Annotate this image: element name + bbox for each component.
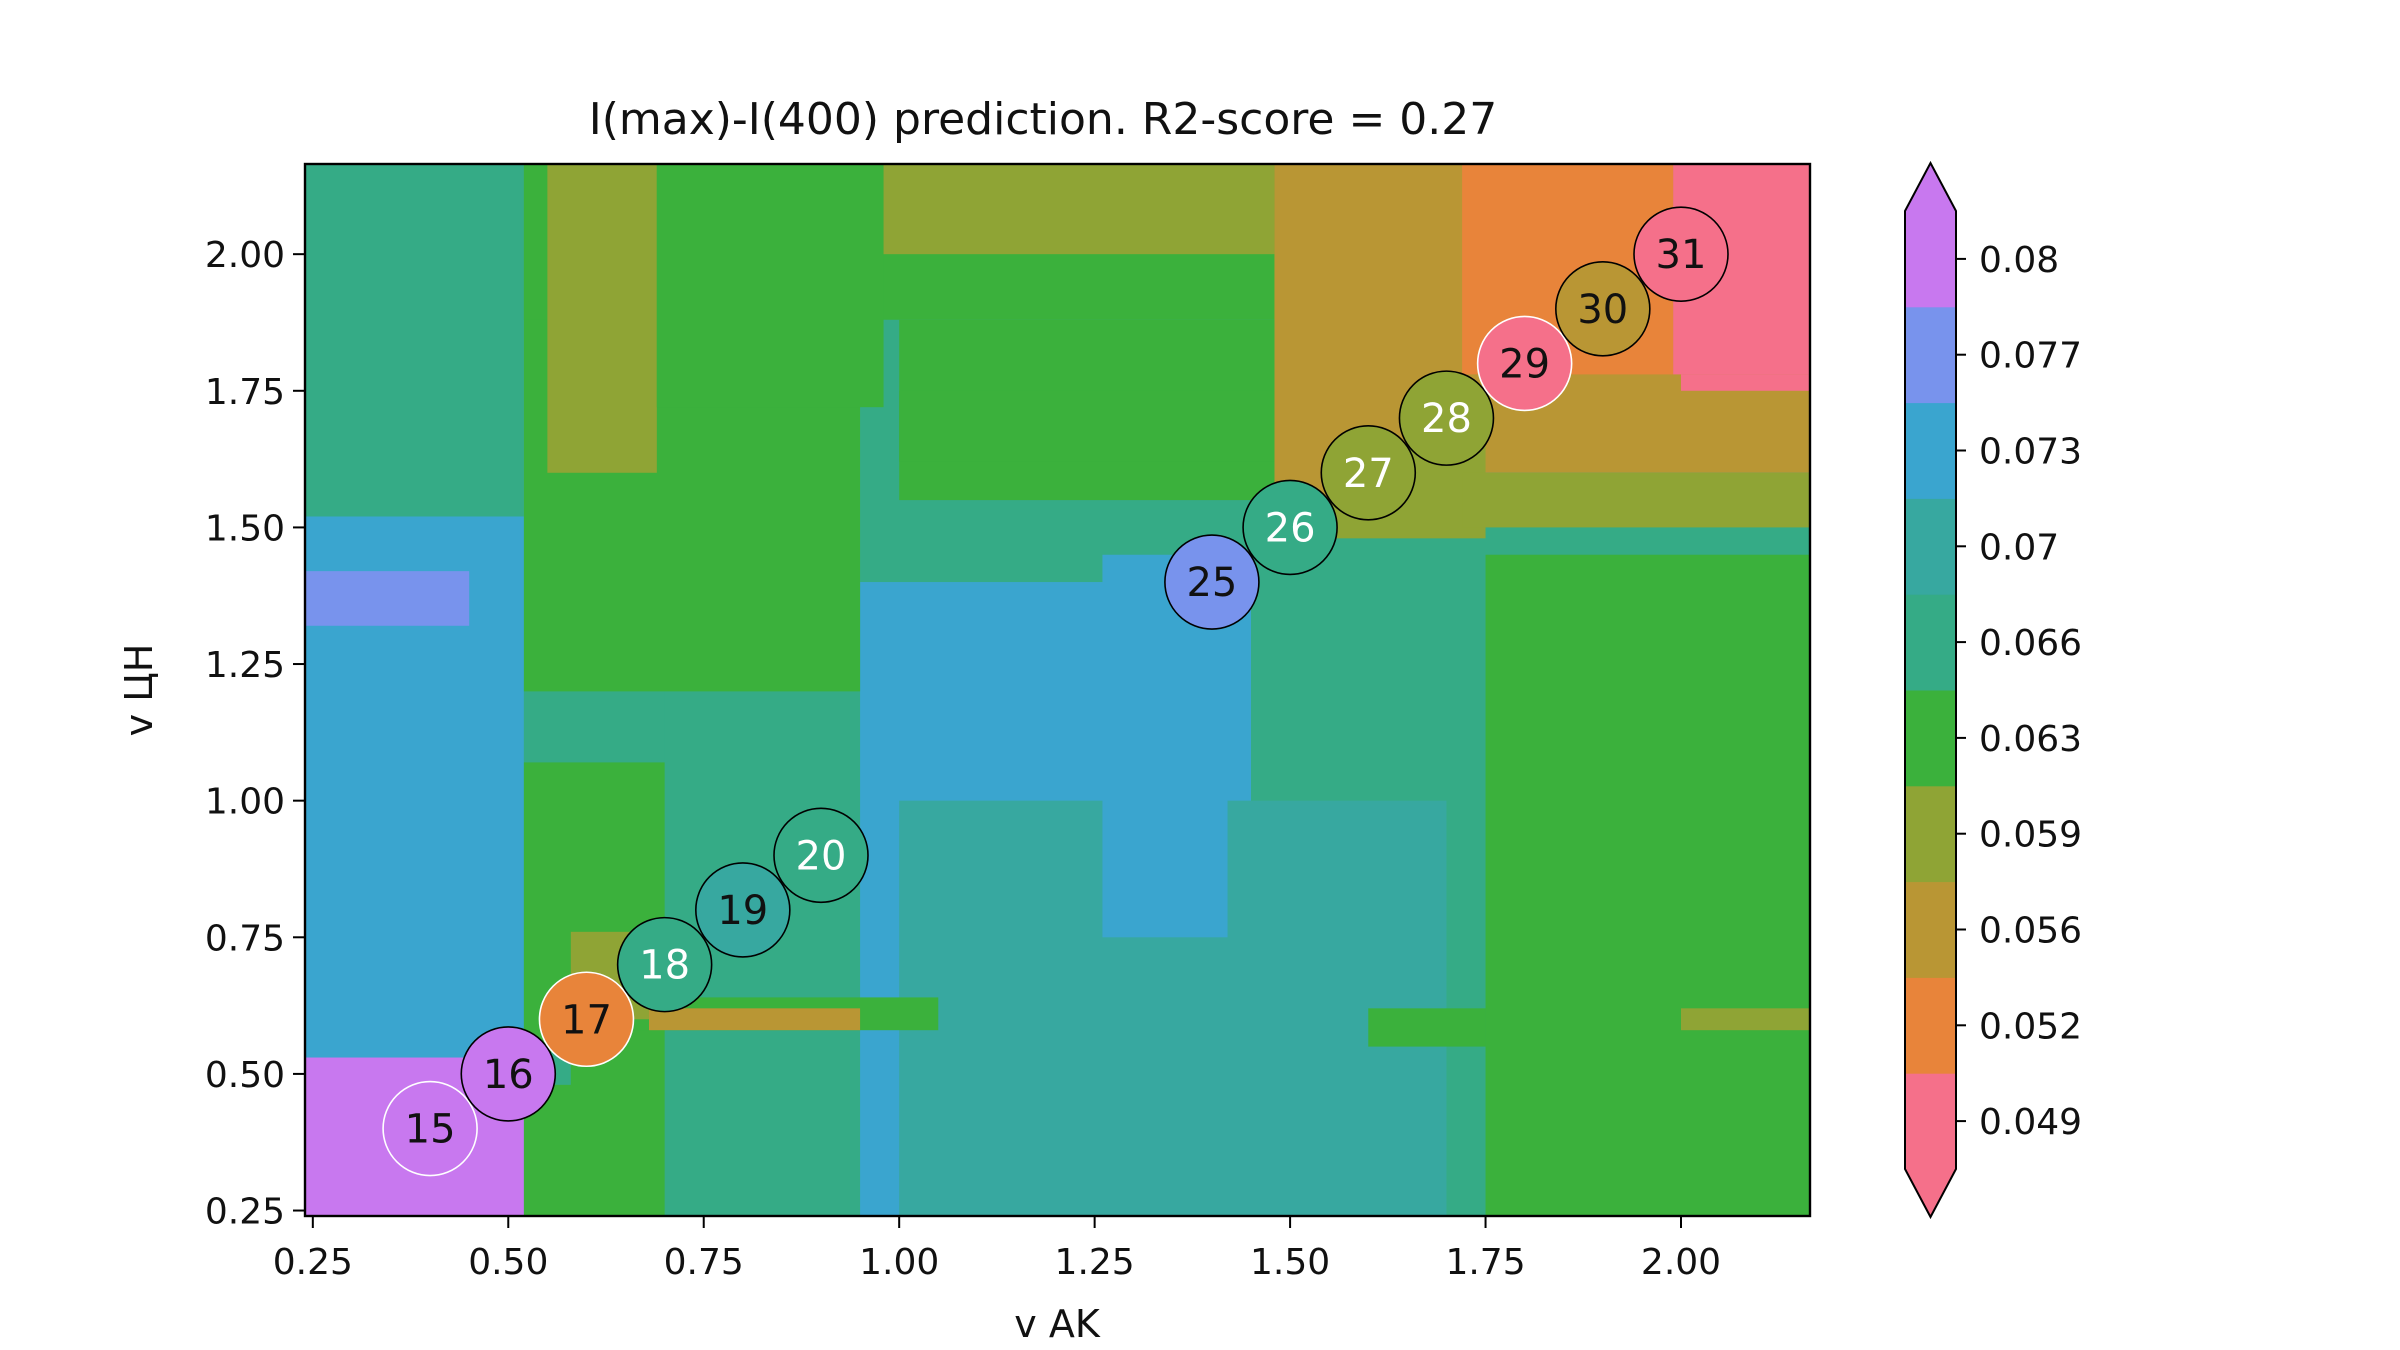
- y-tick-label: 1.00: [205, 782, 285, 823]
- y-axis-label: v ЦН: [117, 644, 161, 737]
- colorbar-tick-label: 0.07: [1979, 527, 2059, 568]
- sample-point-label: 31: [1656, 232, 1707, 278]
- contour-region: [649, 1008, 861, 1031]
- colorbar-segment: [1905, 690, 1956, 787]
- y-tick-label: 0.75: [205, 918, 285, 959]
- plot-frame: [303, 162, 1812, 1218]
- colorbar-tick-label: 0.066: [1979, 623, 2082, 664]
- colorbar-outline: [1904, 160, 1957, 1220]
- colorbar-tick-label: 0.049: [1979, 1102, 2082, 1143]
- contour-region: [656, 164, 884, 408]
- x-tick-label: 2.00: [1641, 1242, 1721, 1283]
- colorbar-tick-label: 0.063: [1979, 719, 2082, 760]
- colorbar-segment: [1905, 881, 1956, 978]
- sample-point: 18: [616, 916, 713, 1013]
- sample-point-label: 18: [639, 943, 690, 989]
- sample-point: 26: [1242, 479, 1338, 576]
- sample-point-label: 25: [1186, 560, 1237, 606]
- colorbar-segment: [1905, 498, 1956, 595]
- contour-region: [1485, 554, 1810, 1216]
- x-axis: 0.25 0.50 0.75 1.00 1.25 1.50 1.75 2.00: [273, 1216, 1721, 1283]
- y-tick-label: 2.00: [205, 235, 285, 276]
- x-tick-label: 0.50: [468, 1242, 548, 1283]
- sample-point: 28: [1398, 370, 1495, 466]
- y-tick-label: 1.50: [205, 508, 285, 549]
- colorbar-tick-label: 0.056: [1979, 911, 2082, 952]
- sample-point-label: 30: [1577, 287, 1628, 333]
- contour-region: [899, 390, 1275, 462]
- sample-point-label: 20: [796, 833, 847, 879]
- x-tick-label: 1.00: [859, 1242, 939, 1283]
- sample-point: 17: [538, 971, 635, 1068]
- contour-region: [1681, 1008, 1810, 1031]
- sample-point: 19: [695, 862, 791, 958]
- sample-point-marker: [1242, 479, 1338, 576]
- colorbar-segment: [1905, 402, 1956, 499]
- sample-point-marker: [538, 971, 635, 1068]
- colorbar-tick-label: 0.08: [1979, 240, 2059, 281]
- x-tick-label: 1.50: [1250, 1242, 1330, 1283]
- y-axis: 0.25 0.50 0.75 1.00 1.25 1.50 1.75 2.00: [205, 235, 305, 1233]
- sample-point-marker: [1633, 206, 1729, 302]
- sample-point-marker: [1476, 315, 1573, 412]
- colorbar-segment: [1905, 1073, 1956, 1170]
- colorbar-segment: [1905, 211, 1956, 308]
- contour-region: [547, 164, 657, 473]
- colorbar-extend-max: [1905, 163, 1956, 211]
- sample-point-marker: [1164, 534, 1260, 630]
- sample-point-marker: [773, 807, 869, 904]
- x-tick-label: 1.25: [1055, 1242, 1135, 1283]
- x-axis-label: v AK: [1014, 1302, 1101, 1346]
- sample-point: 29: [1476, 315, 1573, 412]
- sample-point: 27: [1320, 424, 1417, 521]
- contour-region: [1368, 1008, 1486, 1047]
- contour-region: [305, 571, 470, 626]
- sample-point: 16: [460, 1026, 557, 1122]
- sample-point: 25: [1164, 534, 1260, 630]
- chart-title: I(max)-I(400) prediction. R2-score = 0.2…: [589, 94, 1498, 145]
- sample-point-marker: [616, 916, 713, 1013]
- sample-point-label: 27: [1343, 451, 1394, 497]
- sample-point: 20: [773, 807, 869, 904]
- colorbar-tick-label: 0.059: [1979, 815, 2082, 856]
- sample-point-marker: [382, 1080, 478, 1177]
- colorbar-segment: [1905, 594, 1956, 691]
- colorbar-tick-label: 0.077: [1979, 336, 2082, 377]
- contour-region: [883, 164, 1275, 255]
- contour-region: [1681, 374, 1810, 391]
- x-tick-label: 1.75: [1445, 1242, 1525, 1283]
- colorbar-tick-label: 0.073: [1979, 432, 2082, 473]
- sample-point-label: 26: [1265, 505, 1316, 551]
- sample-point-label: 17: [561, 997, 612, 1043]
- colorbar-tick-label: 0.052: [1979, 1006, 2082, 1047]
- colorbar-segment: [1905, 977, 1956, 1074]
- sample-point-label: 15: [405, 1107, 456, 1153]
- sample-point-marker: [1398, 370, 1495, 466]
- x-tick-label: 0.75: [664, 1242, 744, 1283]
- sample-point-label: 29: [1499, 341, 1550, 387]
- sample-point: 15: [382, 1080, 478, 1177]
- sample-point-label: 28: [1421, 396, 1472, 442]
- x-tick-label: 0.25: [273, 1242, 353, 1283]
- colorbar: 0.049 0.052 0.056 0.059 0.063 0.066 0.07 0.073 0…: [1904, 160, 2082, 1220]
- y-tick-label: 1.25: [205, 645, 285, 686]
- contour-region: [1462, 472, 1810, 528]
- y-tick-label: 0.25: [205, 1192, 285, 1233]
- y-tick-label: 0.50: [205, 1055, 285, 1096]
- colorbar-segment: [1905, 785, 1956, 883]
- sample-point-marker: [460, 1026, 557, 1122]
- sample-point: 30: [1555, 261, 1651, 357]
- sample-point-marker: [695, 862, 791, 958]
- sample-point-marker: [1555, 261, 1651, 357]
- colorbar-segment: [1905, 306, 1956, 404]
- sample-point-label: 16: [483, 1052, 534, 1098]
- colorbar-extend-min: [1905, 1169, 1956, 1217]
- sample-points: 15 16 17 18 19 20 25 26 27 28 29 30 31: [382, 206, 1729, 1177]
- y-tick-label: 1.75: [205, 372, 285, 413]
- sample-point-marker: [1320, 424, 1417, 521]
- sample-point: 31: [1633, 206, 1729, 302]
- sample-point-label: 19: [717, 888, 768, 934]
